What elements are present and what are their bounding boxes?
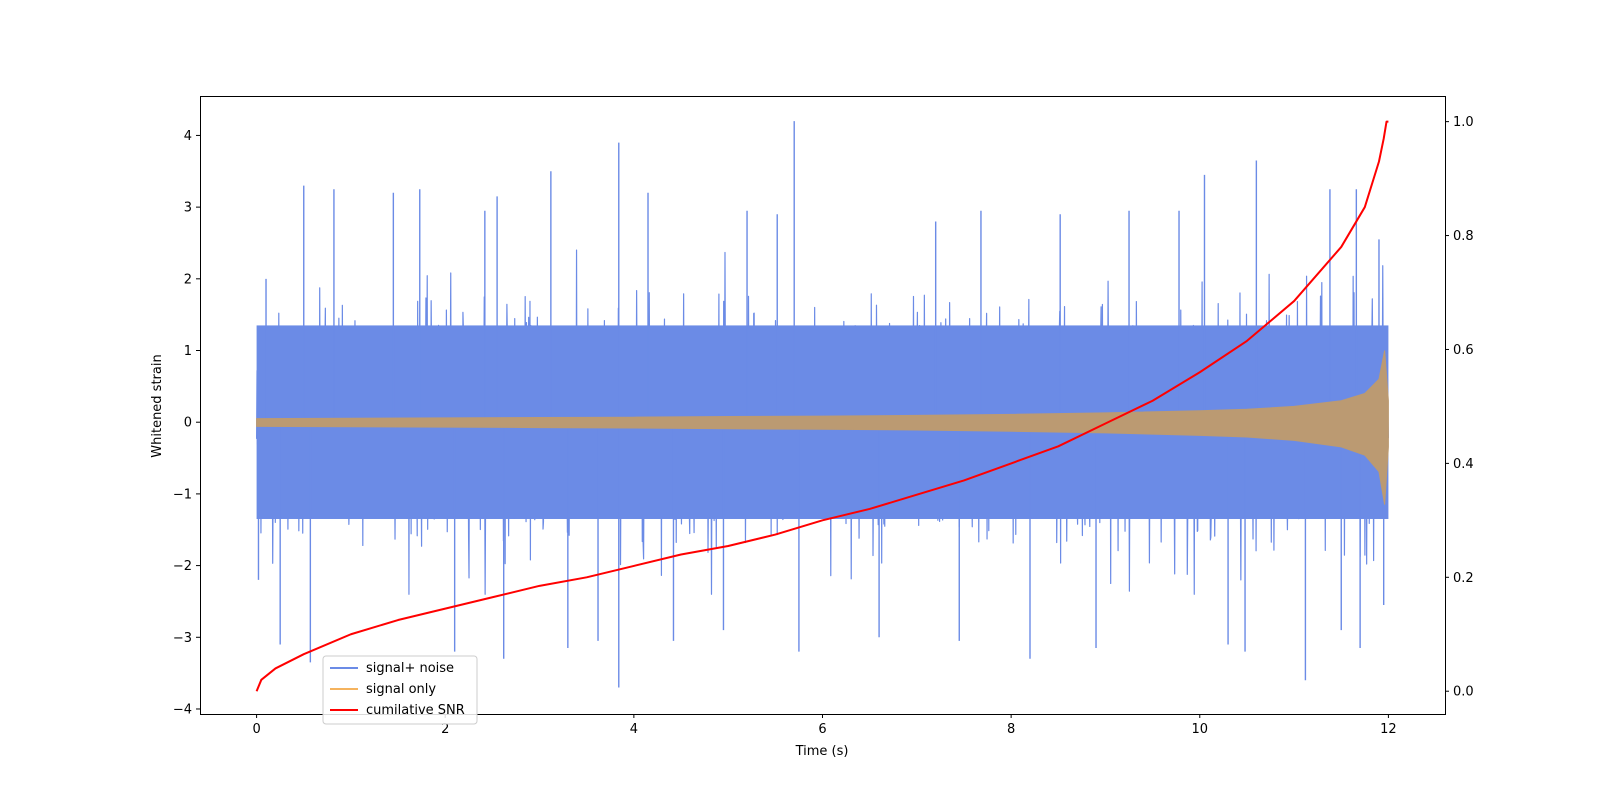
x-tick-label: 6 [818,722,826,737]
y-axis-right: 1.0 0.8 0.6 0.4 0.2 0.0 [1445,115,1474,700]
cumulative-snr-line [255,120,1389,692]
y2-tick-label: 0.0 [1453,685,1474,700]
y-axis-left: 4 3 2 1 0 −1 −2 −3 −4 [173,129,200,717]
y-axis-label: Whitened strain [150,354,165,457]
y-tick-label: 4 [184,129,192,144]
y2-tick-label: 0.2 [1453,571,1474,586]
x-axis: 0 2 4 6 8 10 12 [252,714,1397,737]
legend-label-signal-noise: signal+ noise [366,661,454,676]
x-axis-label: Time (s) [795,744,849,759]
x-tick-label: 8 [1007,722,1015,737]
signal-only-series [256,350,1389,505]
y-tick-label: 1 [184,344,192,359]
y-tick-label: −4 [173,702,192,717]
y-tick-label: 3 [184,201,192,216]
x-tick-label: 10 [1191,722,1208,737]
x-tick-label: 4 [630,722,638,737]
y-tick-label: −2 [173,559,192,574]
signal-only-envelope [256,350,1389,505]
plot-area [255,120,1390,692]
y2-tick-label: 0.8 [1453,229,1474,244]
y-tick-label: −3 [173,631,192,646]
y2-tick-label: 1.0 [1453,115,1474,130]
y-tick-label: 0 [184,416,192,431]
y2-tick-label: 0.6 [1453,343,1474,358]
cumulative-snr-series [255,120,1389,692]
y2-tick-label: 0.4 [1453,457,1474,472]
signal-noise-series [255,121,1390,688]
x-tick-label: 2 [441,722,449,737]
legend-label-cumulative-snr: cumilative SNR [366,703,465,718]
y-tick-label: 2 [184,272,192,287]
x-tick-label: 12 [1380,722,1397,737]
y-tick-label: −1 [173,487,192,502]
legend: signal+ noise signal only cumilative SNR [322,655,478,725]
x-tick-label: 0 [252,722,260,737]
legend-label-signal-only: signal only [366,682,436,697]
legend-box [322,655,478,725]
